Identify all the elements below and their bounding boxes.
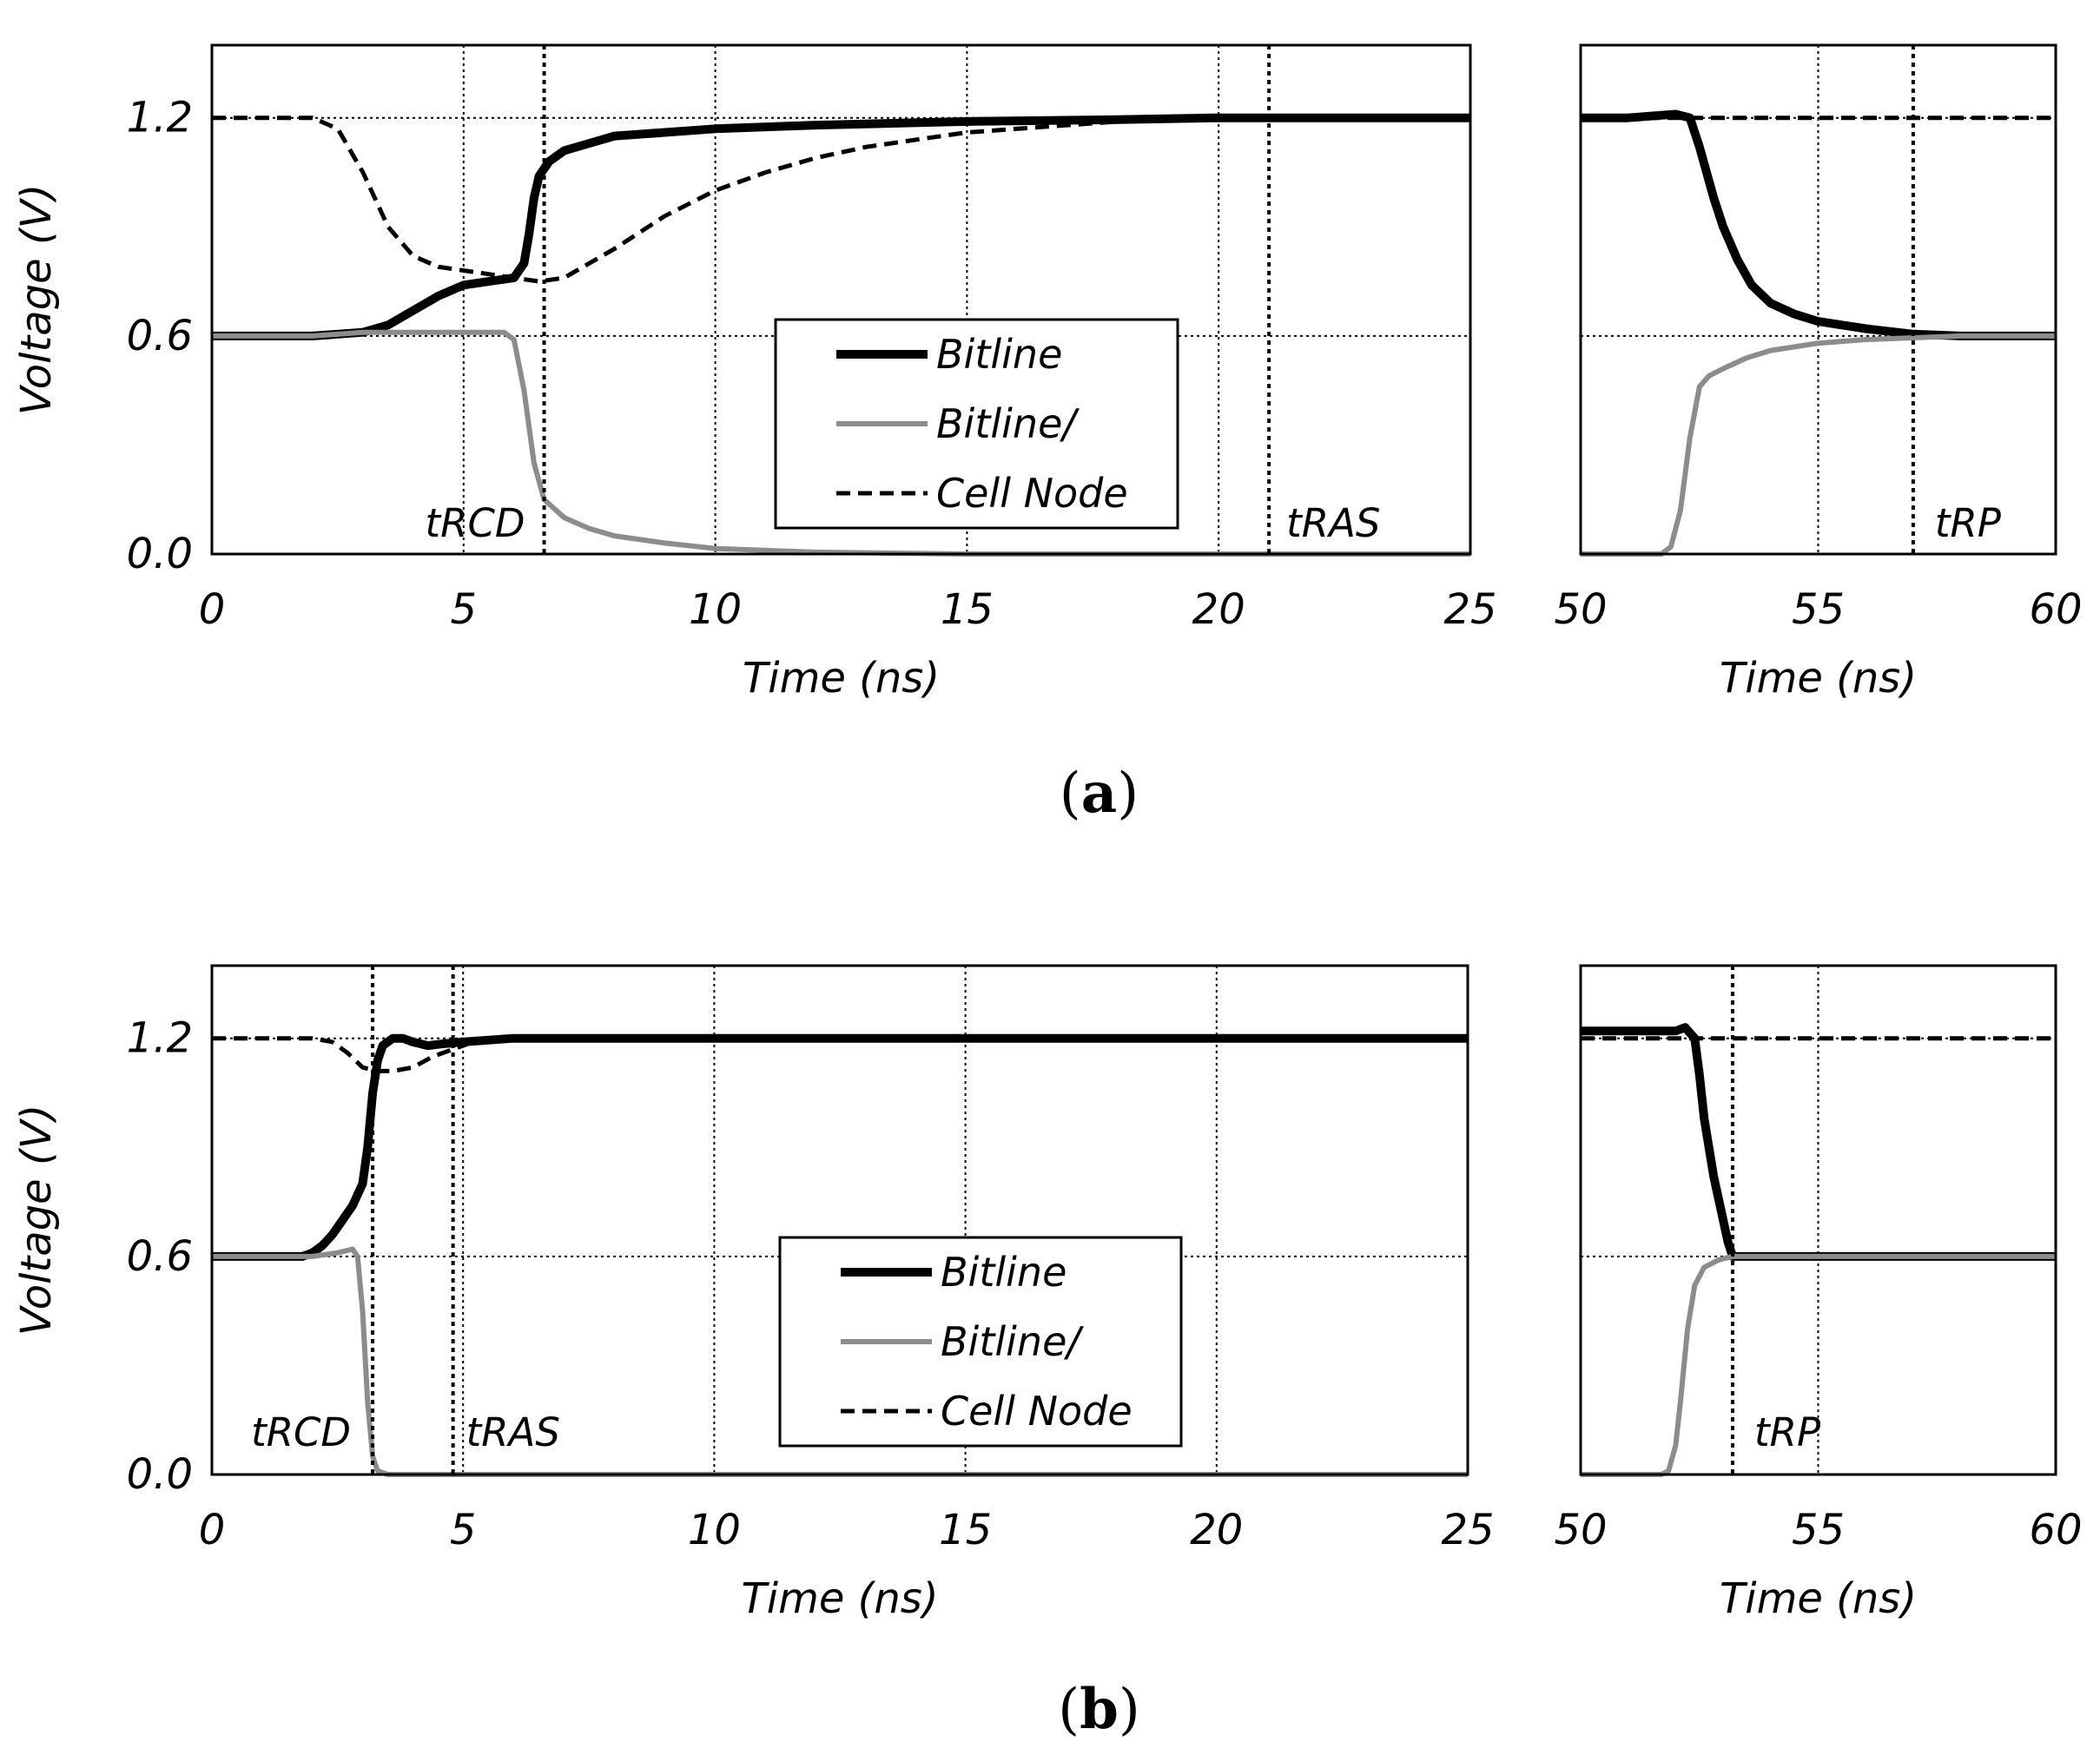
plot-frame [1579,43,2057,556]
marker-label-tRCD: tRCD [426,500,525,546]
x-tick-label: 50 [1554,585,1607,634]
x-tick-label: 0 [199,1506,226,1554]
y-tick-label: 0.6 [127,312,193,360]
y-tick-label: 0.6 [127,1232,193,1281]
x-axis-title: Time (ns) [741,1574,938,1623]
marker-label-tRCD: tRCD [251,1409,351,1455]
legend-label: Cell Node [941,1388,1133,1435]
x-tick-label: 10 [688,1506,741,1554]
x-axis-title: Time (ns) [1720,1574,1917,1623]
subplot-1: tRCD tRAS 0 5 10 15 20 25 Time (ns) [199,43,1497,703]
y-axis-title: Voltage (V) [12,184,61,416]
y-axis-title: Voltage (V) [12,1105,61,1336]
legend: Bitline Bitline/Cell Node [774,318,1179,530]
x-tick-label: 60 [2029,1506,2082,1554]
y-tick-label: 0.0 [127,530,193,578]
plot-frame [210,964,1469,1476]
y-tick-label: 0.0 [127,1450,193,1499]
x-tick-label: 60 [2029,585,2082,634]
series-cell-node [212,1036,1468,1073]
legend: Bitline Bitline/Cell Node [778,1236,1183,1448]
x-tick-label: 15 [941,585,994,634]
x-tick-label: 10 [689,585,742,634]
legend-label: Bitline/ [936,400,1080,447]
marker-label-tRP: tRP [1754,1409,1821,1455]
legend-label: Cell Node [936,470,1128,517]
legend-label: Bitline [936,331,1062,378]
x-tick-label: 55 [1792,1506,1845,1554]
panel-label: (b) [1058,1677,1140,1742]
series-bitline [212,113,1470,340]
panel-label: (a) [1060,761,1139,826]
x-tick-label: 0 [199,585,226,634]
marker-label-tRAS: tRAS [466,1409,560,1455]
subplot-1: tRCD tRAS 0 5 10 15 20 25 Time (ns) [199,964,1495,1623]
x-tick-label: 5 [450,1506,477,1554]
x-tick-label: 20 [1192,585,1245,634]
plot-frame [1579,964,2057,1476]
x-tick-label: 50 [1554,1506,1607,1554]
legend-label: Bitline [941,1249,1067,1296]
marker-label-tRP: tRP [1935,500,2002,546]
x-tick-label: 15 [939,1506,992,1554]
marker-label-tRAS: tRAS [1286,500,1380,546]
series-bitline [1581,109,2056,340]
series-cell-node [212,115,1470,284]
x-axis-title: Time (ns) [743,654,940,703]
subplot-2: tRP 50 55 60 Time (ns) [1554,964,2083,1623]
legend-label: Bitline/ [941,1318,1084,1365]
x-tick-label: 55 [1792,585,1845,634]
y-tick-label: 1.2 [127,94,193,142]
plot-frame [210,43,1472,556]
series-bitline-bar [212,329,1470,557]
x-tick-label: 5 [451,585,478,634]
x-tick-label: 25 [1443,585,1496,634]
x-axis-title: Time (ns) [1720,654,1917,703]
x-tick-label: 25 [1441,1506,1494,1554]
y-tick-label: 1.2 [127,1014,193,1063]
panel-b: 0.0 0.6 1.2 Voltage (V) tRCD tRAS 0 5 10 15 20 25 Ti… [12,964,2083,1742]
x-tick-label: 20 [1190,1506,1243,1554]
subplot-2: tRP 50 55 60 Time (ns) [1554,43,2083,703]
panel-a: 0.0 0.6 1.2 Voltage (V) tRCD tRAS 0 5 10 15 20 25 Ti… [12,43,2083,826]
